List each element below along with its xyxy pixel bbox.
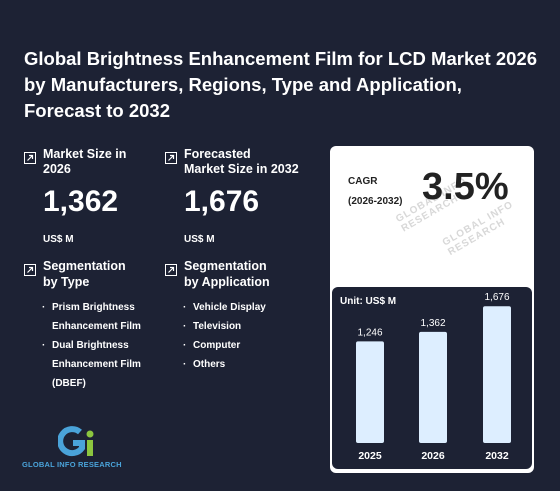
- list-item: Vehicle Display: [183, 298, 266, 317]
- bar-chart-panel: Unit: US$ M 1,246 2025 1,362 2026 1,676 2032: [332, 287, 532, 469]
- bar-value-label: 1,362: [420, 318, 445, 329]
- chart-unit-label: Unit: US$ M: [340, 296, 397, 307]
- list-item: Computer: [183, 336, 266, 355]
- logo-mark-icon: [58, 426, 94, 457]
- list-item: Television: [183, 317, 266, 336]
- external-link-icon[interactable]: [24, 264, 36, 276]
- segmentation-type-heading: Segmentation by Type: [43, 259, 126, 289]
- bar-2032: [483, 306, 511, 443]
- external-link-icon[interactable]: [165, 152, 177, 164]
- bar-chart: 1,246 2025 1,362 2026 1,676 2032: [356, 292, 511, 462]
- market-size-unit: US$ M: [43, 234, 74, 245]
- x-tick-label: 2026: [421, 450, 445, 462]
- x-tick-label: 2025: [358, 450, 382, 462]
- market-size-value: 1,362: [43, 185, 119, 218]
- company-logo: GLOBAL INFO RESEARCH: [22, 426, 142, 472]
- market-size-label: Market Size in 2026: [43, 147, 127, 176]
- forecast-label: Forecasted Market Size in 2032: [184, 147, 299, 176]
- external-link-icon[interactable]: [165, 264, 177, 276]
- forecast-unit: US$ M: [184, 234, 215, 245]
- forecast-value: 1,676: [184, 185, 260, 218]
- logo-text: GLOBAL INFO RESEARCH: [22, 460, 122, 469]
- report-title: Global Brightness Enhancement Film for L…: [24, 48, 537, 121]
- bar-value-label: 1,246: [357, 327, 382, 338]
- list-item: Prism Brightness Enhancement Film: [42, 298, 152, 336]
- cagr-value: 3.5%: [422, 166, 509, 208]
- bar-2025: [356, 341, 384, 443]
- segmentation-application-heading: Segmentation by Application: [184, 259, 270, 289]
- bar-2026: [419, 331, 447, 443]
- bar-value-label: 1,676: [484, 292, 509, 303]
- segmentation-type-list: Prism Brightness Enhancement Film Dual B…: [42, 298, 152, 393]
- x-tick-label: 2032: [485, 450, 509, 462]
- cagr-label: CAGR (2026-2032): [348, 176, 403, 207]
- list-item: Others: [183, 355, 266, 374]
- list-item: Dual Brightness Enhancement Film (DBEF): [42, 336, 152, 393]
- external-link-icon[interactable]: [24, 152, 36, 164]
- segmentation-application-list: Vehicle Display Television Computer Othe…: [183, 298, 266, 374]
